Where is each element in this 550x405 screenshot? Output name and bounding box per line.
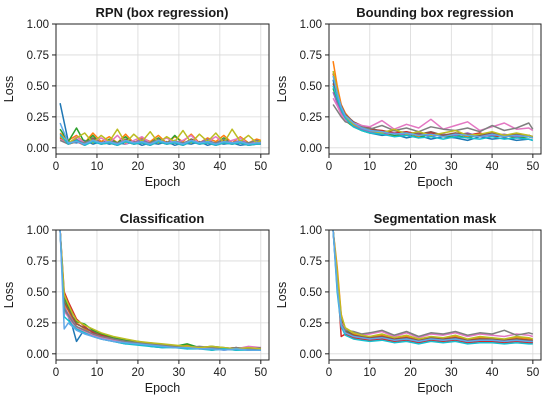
series-line-8 xyxy=(332,230,534,340)
x-tick-label: 20 xyxy=(404,161,417,173)
y-tick-label: 0.00 xyxy=(300,143,322,155)
series-line-10 xyxy=(332,230,533,343)
x-tick-label: 40 xyxy=(486,367,499,379)
plot-frame xyxy=(328,229,542,361)
plot-frame xyxy=(55,23,270,155)
y-axis-label: Loss xyxy=(2,282,16,308)
y-tick-label: 0.75 xyxy=(300,256,322,268)
plot-frame xyxy=(55,229,270,361)
x-tick-label: 50 xyxy=(526,367,539,379)
x-tick-label: 30 xyxy=(445,161,458,173)
x-tick-label: 0 xyxy=(326,161,332,173)
y-tick-label: 0.00 xyxy=(300,349,322,361)
y-axis-label: Loss xyxy=(2,76,16,102)
series-group xyxy=(332,60,534,142)
panel-title: RPN (box regression) xyxy=(96,5,229,20)
panel-classification: Classification 0 10 20 30 40 50 0.00 0.25 0.50 0.… xyxy=(2,211,270,395)
x-tick-label: 0 xyxy=(326,367,332,379)
series-line-1 xyxy=(332,230,534,341)
x-tick-label: 20 xyxy=(132,367,145,379)
y-tick-label: 1.00 xyxy=(300,225,322,237)
y-tick-label: 0.25 xyxy=(27,318,49,330)
x-tick-label: 50 xyxy=(526,161,539,173)
y-tick-label: 0.50 xyxy=(27,81,49,93)
x-axis-label: Epoch xyxy=(145,175,180,189)
x-axis-label: Epoch xyxy=(417,175,452,189)
panel-bounding-box-regression: Bounding box regression 0 10 20 30 40 50 0.00 0… xyxy=(275,5,542,189)
y-tick-label: 0.25 xyxy=(27,112,49,124)
y-tick-label: 0.75 xyxy=(27,50,49,62)
x-tick-label: 0 xyxy=(53,367,59,379)
y-tick-label: 0.50 xyxy=(300,81,322,93)
x-tick-label: 40 xyxy=(213,367,226,379)
series-line-10 xyxy=(59,122,261,145)
y-tick-label: 0.00 xyxy=(27,349,49,361)
series-line-10 xyxy=(332,75,534,139)
x-tick-label: 20 xyxy=(132,161,145,173)
series-line-6 xyxy=(332,97,534,132)
y-tick-label: 0.25 xyxy=(300,318,322,330)
y-tick-label: 1.00 xyxy=(27,19,49,31)
x-tick-label: 50 xyxy=(254,161,267,173)
series-group xyxy=(332,230,534,345)
y-tick-label: 0.25 xyxy=(300,112,322,124)
x-tick-label: 40 xyxy=(213,161,226,173)
series-line-4 xyxy=(332,230,533,343)
series-line-10 xyxy=(59,230,261,351)
x-tick-label: 10 xyxy=(91,367,104,379)
panel-segmentation-mask: Segmentation mask 0 10 20 30 40 50 0.00 0.25 0.5… xyxy=(275,211,542,395)
panel-title: Classification xyxy=(120,211,205,226)
x-tick-label: 20 xyxy=(404,367,417,379)
series-line-8 xyxy=(59,230,261,350)
y-tick-label: 0.00 xyxy=(27,143,49,155)
series-line-9 xyxy=(332,230,533,345)
y-tick-label: 1.00 xyxy=(27,225,49,237)
x-tick-label: 0 xyxy=(53,161,59,173)
panel-title: Segmentation mask xyxy=(374,211,498,226)
series-line-2 xyxy=(332,230,534,343)
series-group xyxy=(59,103,262,147)
x-tick-label: 10 xyxy=(363,367,376,379)
plot-frame xyxy=(328,23,542,155)
series-line-3 xyxy=(332,230,533,344)
y-tick-label: 0.75 xyxy=(300,50,322,62)
y-tick-label: 1.00 xyxy=(300,19,322,31)
series-line-0 xyxy=(332,230,534,344)
y-axis-label: Loss xyxy=(275,282,289,308)
y-tick-label: 0.75 xyxy=(27,256,49,268)
x-axis-label: Epoch xyxy=(145,381,180,395)
panel-rpn-box-regression: RPN (box regression) 0 10 20 30 40 50 0.00 0.25… xyxy=(2,5,270,189)
series-line-6 xyxy=(332,230,534,339)
series-group xyxy=(59,230,261,351)
x-axis-label: Epoch xyxy=(417,381,452,395)
series-line-8 xyxy=(332,70,534,138)
series-line-9 xyxy=(332,85,534,142)
y-tick-label: 0.50 xyxy=(300,287,322,299)
series-line-9 xyxy=(59,133,261,147)
x-tick-label: 30 xyxy=(172,367,185,379)
series-line-7 xyxy=(332,104,534,133)
x-tick-label: 40 xyxy=(486,161,499,173)
series-line-7 xyxy=(332,230,534,338)
series-line-7 xyxy=(59,230,261,350)
panel-title: Bounding box regression xyxy=(356,5,514,20)
x-tick-label: 30 xyxy=(172,161,185,173)
x-tick-label: 10 xyxy=(363,161,376,173)
y-axis-label: Loss xyxy=(275,76,289,102)
x-tick-label: 10 xyxy=(91,161,104,173)
series-line-5 xyxy=(332,230,533,341)
x-tick-label: 50 xyxy=(254,367,267,379)
y-tick-label: 0.50 xyxy=(27,287,49,299)
x-tick-label: 30 xyxy=(445,367,458,379)
